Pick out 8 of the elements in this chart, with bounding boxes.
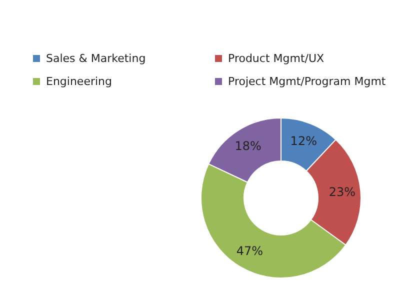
- legend-label: Product Mgmt/UX: [228, 52, 325, 65]
- data-label: 47%: [236, 244, 264, 258]
- data-label: 23%: [328, 185, 356, 200]
- legend-label: Sales & Marketing: [46, 52, 146, 65]
- data-label: 12%: [290, 134, 317, 148]
- legend-label: Engineering: [46, 75, 112, 88]
- data-label: 18%: [234, 139, 262, 154]
- legend-label: Project Mgmt/Program Mgmt: [228, 75, 386, 88]
